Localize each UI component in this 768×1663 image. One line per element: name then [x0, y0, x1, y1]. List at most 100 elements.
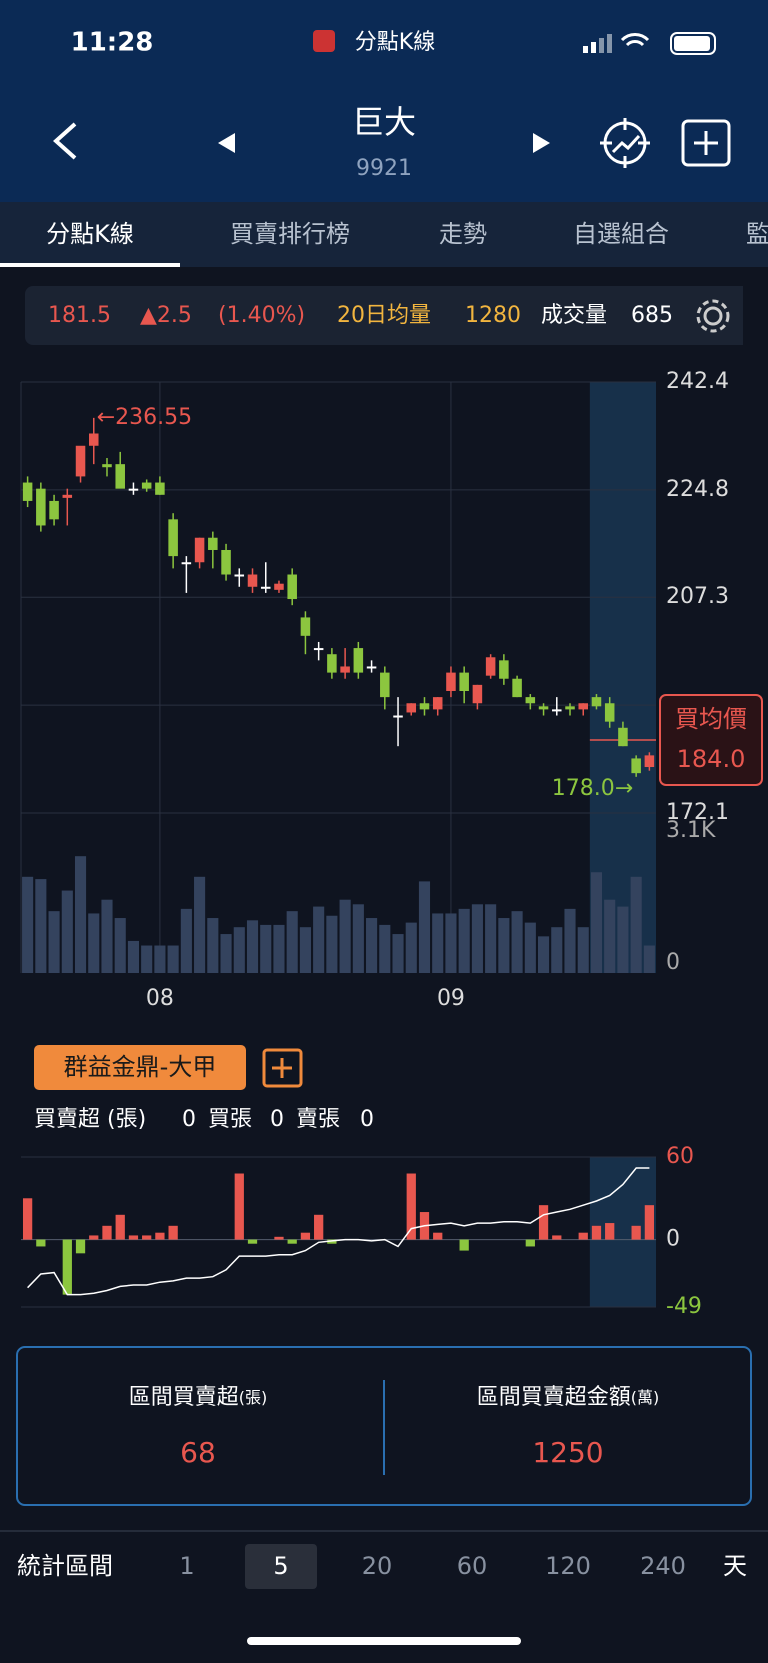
- candle-body: [618, 727, 628, 747]
- y-tick-label: 207.3: [666, 584, 729, 609]
- avg-price-value: 184.0: [677, 745, 746, 773]
- y-tick-label: 224.8: [666, 477, 729, 502]
- volume-bar: [511, 911, 523, 973]
- candle-body: [287, 574, 297, 600]
- period[interactable]: 120: [545, 1552, 591, 1580]
- candle-body: [88, 433, 99, 446]
- candle-body: [168, 519, 178, 557]
- net-bar: [591, 1225, 602, 1240]
- candle-body: [472, 684, 483, 704]
- net: 0: [182, 1107, 196, 1132]
- volume-bar: [74, 856, 87, 973]
- candle-body: [565, 706, 575, 710]
- candle-body: [591, 697, 602, 707]
- sell: 0: [360, 1107, 374, 1132]
- candle-body: [62, 494, 73, 498]
- summary-box: [16, 1346, 752, 1506]
- volume-tick-label: 0: [666, 950, 680, 975]
- volume-bar: [537, 936, 550, 973]
- prev-button[interactable]: [218, 133, 235, 153]
- volume-bar: [617, 906, 629, 973]
- next-button[interactable]: [533, 133, 550, 153]
- candle-body: [36, 488, 46, 526]
- period[interactable]: 20: [362, 1552, 393, 1580]
- tab[interactable]: 自選組合: [573, 220, 669, 248]
- candle-body: [313, 648, 324, 651]
- volume-bar: [590, 872, 603, 973]
- y-tick-label: 242.4: [666, 369, 729, 394]
- tab-bar: [0, 202, 768, 267]
- volume-tick-label: 3.1K: [666, 818, 716, 843]
- volume-bar: [366, 918, 378, 973]
- add-button[interactable]: [681, 119, 731, 167]
- candle-body: [300, 617, 311, 636]
- net-bar: [22, 1198, 33, 1240]
- candle-body: [446, 672, 456, 691]
- period[interactable]: 1: [179, 1552, 194, 1580]
- volume-bar: [154, 945, 166, 973]
- tab[interactable]: 監: [746, 220, 768, 248]
- candle-body: [221, 549, 231, 575]
- net-bar: [631, 1225, 641, 1240]
- candle-body: [512, 678, 522, 698]
- avg-price-label: 買均價: [675, 705, 747, 733]
- tab[interactable]: 買賣排行榜: [230, 220, 350, 248]
- volume-bar: [339, 899, 351, 973]
- volume-bar: [604, 899, 616, 973]
- candle-body: [155, 482, 165, 495]
- net-bar: [274, 1236, 284, 1240]
- back-button[interactable]: [53, 122, 77, 160]
- candle-body: [380, 672, 390, 698]
- time: 11:28: [71, 28, 154, 58]
- candle-body: [604, 703, 615, 722]
- summary-left-label: 區間買賣超(張): [129, 1385, 268, 1410]
- broker-tag[interactable]: [34, 1045, 246, 1090]
- net-chart: 60 0 -49: [21, 1144, 702, 1319]
- net-bar: [406, 1173, 416, 1240]
- net-bar: [102, 1225, 112, 1240]
- period[interactable]: 5: [273, 1552, 288, 1580]
- volume-bar: [61, 890, 73, 973]
- net-bar: [247, 1239, 258, 1244]
- candle-body: [340, 666, 350, 673]
- net-bar: [644, 1205, 655, 1240]
- net-bar: [75, 1239, 86, 1254]
- volume-bar: [418, 881, 431, 973]
- broker-add[interactable]: [262, 1048, 303, 1088]
- candle-body: [406, 703, 417, 713]
- app-name: 分點K線: [355, 30, 435, 55]
- y-tick-label: 0: [666, 1227, 680, 1252]
- tab[interactable]: 走勢: [439, 220, 487, 248]
- y-tick-label: -49: [666, 1294, 702, 1319]
- net-bar: [578, 1232, 588, 1240]
- signal: [583, 34, 612, 53]
- candle-body: [353, 648, 364, 673]
- broker-name: 群益金鼎-大甲: [64, 1053, 217, 1081]
- volume-bar: [485, 904, 497, 973]
- candle-body: [260, 586, 271, 589]
- settings-button[interactable]: [696, 299, 730, 333]
- period[interactable]: 240: [640, 1552, 686, 1580]
- tab[interactable]: 分點K線: [46, 220, 134, 248]
- volume-value: 685: [631, 303, 673, 328]
- candle-body: [234, 574, 245, 577]
- candle-body: [485, 657, 496, 676]
- net-bar: [538, 1205, 549, 1240]
- buy: 0: [270, 1107, 284, 1132]
- net-bar: [36, 1239, 46, 1247]
- period[interactable]: 60: [457, 1552, 488, 1580]
- summary-left-value: 68: [180, 1436, 216, 1469]
- volume-bar: [233, 927, 245, 973]
- footer-unit: 天: [723, 1552, 747, 1580]
- candle-body: [538, 706, 549, 710]
- candle-body: [419, 703, 430, 710]
- volume-bar: [471, 904, 483, 973]
- candle-body: [525, 697, 536, 704]
- net-bar: [115, 1214, 125, 1240]
- analysis-button[interactable]: [600, 118, 650, 168]
- candle-body: [274, 583, 284, 590]
- net-bar: [62, 1239, 72, 1295]
- volume-bar: [114, 918, 126, 973]
- high-annotation: ←236.55: [97, 405, 192, 430]
